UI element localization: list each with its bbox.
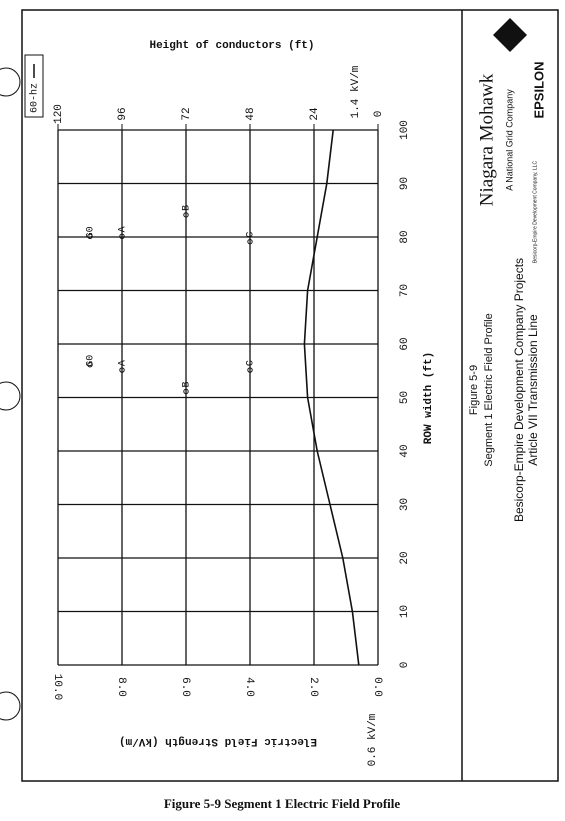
conductor <box>183 388 189 395</box>
figure-title: Segment 1 Electric Field Profile <box>483 313 495 466</box>
client-logo: Besicorp-Empire Development Company, LLC <box>532 161 538 264</box>
binder-hole <box>0 67 21 97</box>
y2-tick-label: 24 <box>309 107 321 121</box>
legend-box <box>24 54 44 118</box>
y-tick-label: 10.0 <box>51 674 63 700</box>
conductor-label: C <box>246 232 257 238</box>
conductor <box>247 367 253 373</box>
x-tick-label: 80 <box>399 230 411 243</box>
conductor-label: A <box>118 226 129 232</box>
x-tick-label: 60 <box>399 337 411 350</box>
binder-hole <box>0 691 21 721</box>
annotation: 1.4 kV/m <box>350 65 362 118</box>
conductor <box>247 238 253 245</box>
y2-tick-label: 72 <box>181 107 193 120</box>
x-tick-label: 30 <box>399 498 411 511</box>
conductor <box>119 367 125 373</box>
conductor-label: B <box>182 205 193 211</box>
page-border <box>21 9 559 782</box>
logo-diamond <box>493 18 527 52</box>
project-subtitle: Article VII Transmission Line <box>526 314 540 466</box>
x-tick-label: 40 <box>399 444 411 457</box>
x-tick-label: 50 <box>399 391 411 404</box>
project-title: Besicorp-Empire Development Company Proj… <box>512 258 526 522</box>
conductor-label: B <box>182 381 193 387</box>
x-tick-label: 90 <box>399 177 411 190</box>
conductor-label: G0 <box>86 355 97 367</box>
axis-title-top: Height of conductors (ft) <box>149 40 314 52</box>
caption: Figure 5-9 Segment 1 Electric Field Prof… <box>164 796 401 811</box>
y-tick-label: 0.0 <box>371 677 383 697</box>
consultant-logo: EPSILON <box>531 61 546 118</box>
y2-tick-label: 96 <box>117 107 129 120</box>
y-axis-label: Electric Field Strength (kV/m) <box>119 735 317 747</box>
x-axis-label: ROW width (ft) <box>423 352 435 444</box>
y2-tick-label: 120 <box>53 104 65 124</box>
x-tick-label: 20 <box>399 551 411 564</box>
annotation: 0.6 kV/m <box>367 713 379 766</box>
conductor <box>87 362 93 368</box>
conductor-label: G0 <box>86 226 97 238</box>
conductor-label: A <box>118 360 129 366</box>
conductor <box>183 212 189 218</box>
x-tick-label: 10 <box>399 605 411 618</box>
y-tick-label: 6.0 <box>179 677 191 697</box>
y-tick-label: 4.0 <box>243 677 255 697</box>
binder-hole <box>0 381 21 411</box>
conductor <box>119 233 125 240</box>
x-tick-label: 100 <box>399 120 411 140</box>
line <box>303 129 360 666</box>
legend-label: 60-hz <box>29 83 41 113</box>
y-tick-label: 2.0 <box>307 677 319 697</box>
conductor <box>87 233 93 240</box>
figure-number: Figure 5-9 <box>468 365 480 415</box>
company-sub: A National Grid Company <box>504 89 514 191</box>
conductor-label: C <box>246 360 257 366</box>
x-tick-label: 70 <box>399 284 411 297</box>
company-name: Niagara Mohawk <box>476 73 497 206</box>
y2-tick-label: 48 <box>245 107 257 120</box>
y2-tick-label: 0 <box>373 111 385 118</box>
y-tick-label: 8.0 <box>115 677 127 697</box>
x-tick-label: 0 <box>399 662 411 669</box>
